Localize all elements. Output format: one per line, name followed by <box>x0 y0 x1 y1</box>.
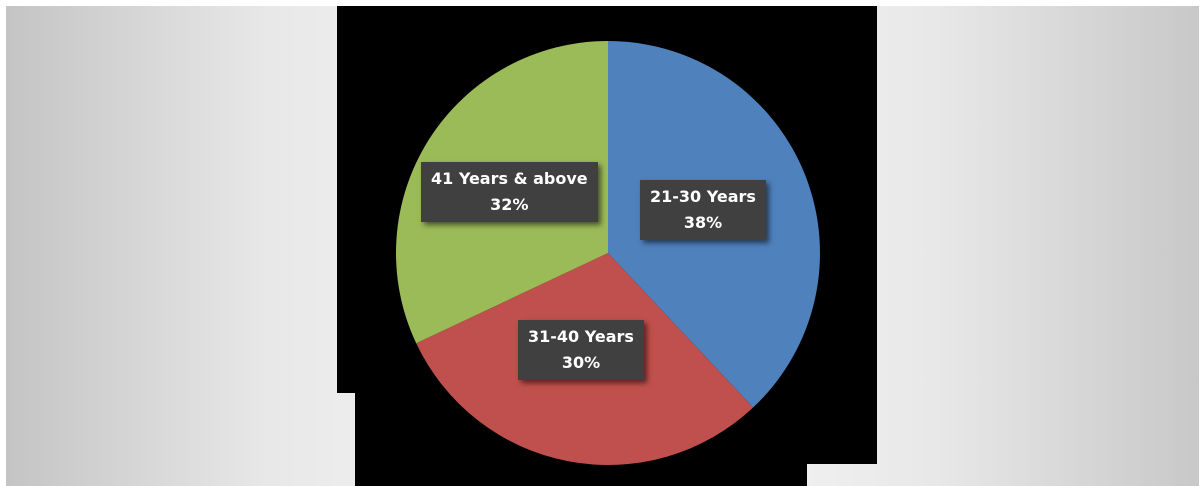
data-label-value: 30% <box>561 353 601 372</box>
chart-background-right <box>807 393 877 464</box>
data-label-category: 31-40 Years <box>528 327 634 346</box>
data-label-41-above: 41 Years & above 32% <box>421 162 598 222</box>
data-label-31-40: 31-40 Years 30% <box>518 320 644 380</box>
data-label-value: 38% <box>683 213 723 232</box>
data-label-category: 41 Years & above <box>431 169 588 188</box>
data-label-21-30: 21-30 Years 38% <box>640 180 766 240</box>
data-label-value: 32% <box>490 195 529 214</box>
data-label-category: 21-30 Years <box>650 187 756 206</box>
